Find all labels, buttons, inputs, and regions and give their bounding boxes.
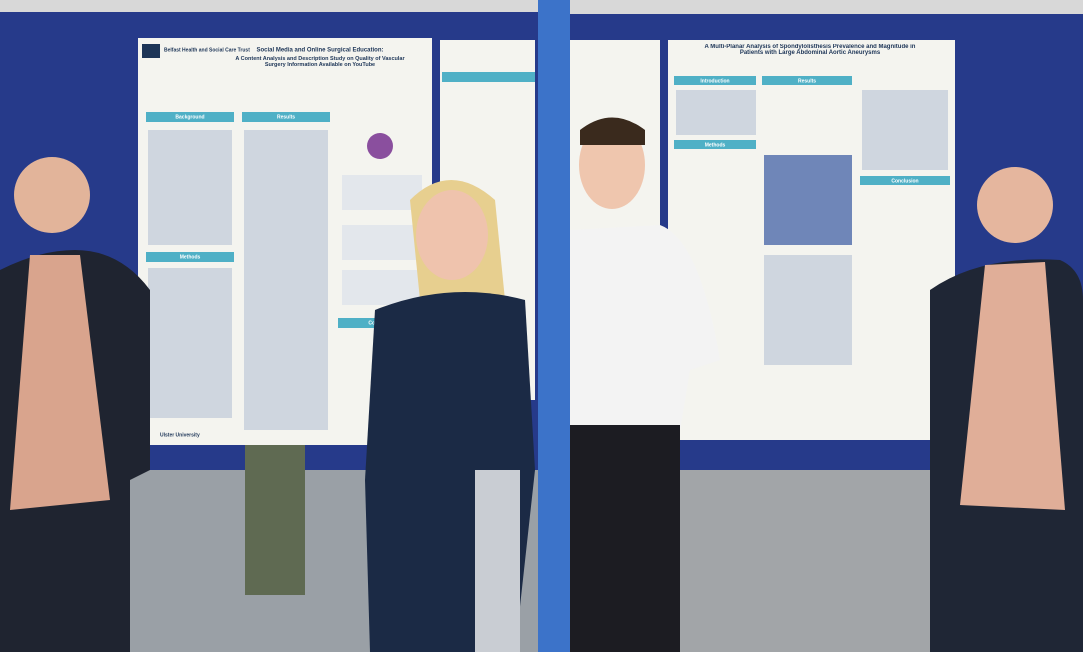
- text-block: [148, 268, 232, 418]
- poster-title: Social Media and Online Surgical Educati…: [256, 48, 383, 54]
- text-block: [764, 255, 852, 365]
- bar-graphic: [342, 225, 422, 260]
- text-block: [862, 90, 948, 170]
- text-block: [148, 130, 232, 245]
- divider: [538, 0, 570, 652]
- person-shirt: [570, 225, 720, 430]
- section-title: Results: [798, 78, 816, 84]
- section-header: [146, 112, 234, 122]
- person-shirt: [10, 255, 110, 510]
- bar-graphic: [342, 175, 422, 210]
- person-shirt: [960, 262, 1065, 510]
- section-header: [674, 140, 756, 149]
- section-header: [762, 76, 852, 85]
- dress-stripe: [475, 470, 520, 652]
- poster-title: A Multi-Planar Analysis of Spondylolisth…: [704, 44, 916, 56]
- text-block: [244, 130, 328, 430]
- section-title: Methods: [705, 142, 726, 148]
- poster-header: [442, 72, 535, 82]
- pie-graphic: [367, 133, 393, 159]
- wall: [0, 0, 538, 12]
- table-graphic: [764, 155, 852, 245]
- poster-title-box: A Multi-Planar Analysis of Spondylolisth…: [704, 44, 916, 56]
- poster-subtitle: A Content Analysis and Description Study…: [235, 56, 405, 68]
- poster-subtitle-box: A Content Analysis and Description Study…: [235, 56, 405, 68]
- person-legs: [245, 445, 305, 595]
- person-hair: [580, 117, 645, 145]
- section-header: [242, 112, 330, 122]
- section-title: Background: [175, 114, 204, 120]
- section-header: [860, 176, 950, 185]
- wall: [570, 0, 1083, 14]
- section-header: [146, 252, 234, 262]
- section-title: Methods: [180, 254, 201, 260]
- text-block: [676, 90, 756, 135]
- poster-org: Belfast Health and Social Care Trust: [164, 47, 250, 53]
- section-title: Introduction: [700, 78, 729, 84]
- section-title: Results: [277, 114, 295, 120]
- section-header: [674, 76, 756, 85]
- person-head: [977, 167, 1053, 243]
- section-title: Conclusion: [891, 178, 918, 184]
- logo: [142, 44, 160, 58]
- poster-footer: Ulster University: [160, 432, 200, 438]
- person-head: [416, 190, 488, 280]
- person-trousers: [570, 425, 680, 652]
- person-head: [14, 157, 90, 233]
